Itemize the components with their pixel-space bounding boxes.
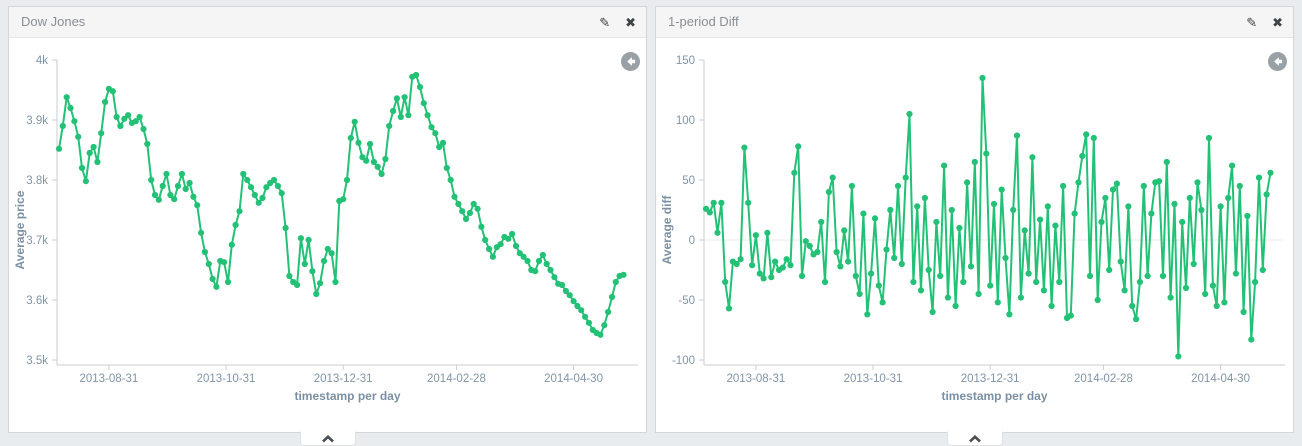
panel-dow-jones: Dow Jones ✎ ✖ 4k 3.9k 3.8k 3.7k 3.6k 3.5k 2013… (8, 6, 647, 446)
svg-text:2013-12-31: 2013-12-31 (314, 373, 373, 385)
svg-text:3.5k: 3.5k (26, 355, 48, 367)
svg-text:2013-08-31: 2013-08-31 (727, 373, 786, 385)
svg-text:100: 100 (676, 115, 695, 127)
svg-text:3.8k: 3.8k (26, 175, 48, 187)
svg-text:3.7k: 3.7k (26, 235, 48, 247)
svg-text:150: 150 (676, 55, 695, 67)
panel-title: 1-period Diff (668, 14, 739, 29)
panel-header[interactable]: 1-period Diff ✎ ✖ (656, 7, 1293, 38)
svg-text:2013-12-31: 2013-12-31 (961, 373, 1020, 385)
history-back-icon[interactable] (1268, 52, 1287, 71)
panel-1-period-diff: 1-period Diff ✎ ✖ 150 100 50 0 -50 -100 2013-0… (655, 6, 1294, 446)
svg-text:3.9k: 3.9k (26, 115, 48, 127)
close-icon[interactable]: ✖ (625, 14, 636, 30)
edit-icon[interactable]: ✎ (599, 14, 611, 30)
svg-text:3.6k: 3.6k (26, 295, 48, 307)
line-chart[interactable]: 4k 3.9k 3.8k 3.7k 3.6k 3.5k 2013-08-31 2013-10-… (9, 38, 644, 431)
svg-text:Average price: Average price (13, 190, 27, 269)
svg-text:2014-02-28: 2014-02-28 (427, 373, 486, 385)
panel-actions: ✎ ✖ (1246, 7, 1283, 37)
close-icon[interactable]: ✖ (1272, 14, 1283, 30)
svg-text:4k: 4k (36, 55, 48, 67)
panel-title: Dow Jones (21, 14, 86, 29)
history-back-icon[interactable] (621, 52, 640, 71)
chevron-up-icon (321, 434, 334, 442)
svg-text:2013-10-31: 2013-10-31 (197, 373, 256, 385)
svg-text:-50: -50 (678, 295, 695, 307)
svg-text:2014-04-30: 2014-04-30 (544, 373, 603, 385)
svg-text:0: 0 (689, 235, 695, 247)
svg-text:2014-02-28: 2014-02-28 (1074, 373, 1133, 385)
edit-icon[interactable]: ✎ (1246, 14, 1258, 30)
svg-text:2013-08-31: 2013-08-31 (80, 373, 139, 385)
svg-text:-100: -100 (672, 355, 695, 367)
panel-header[interactable]: Dow Jones ✎ ✖ (9, 7, 646, 38)
panel-actions: ✎ ✖ (599, 7, 636, 37)
svg-text:2014-04-30: 2014-04-30 (1191, 373, 1250, 385)
chevron-up-icon (968, 434, 981, 442)
svg-text:Average diff: Average diff (660, 195, 674, 265)
chart-area[interactable]: 150 100 50 0 -50 -100 2013-08-31 2013-10-31 2013… (656, 38, 1293, 432)
svg-text:timestamp per day: timestamp per day (941, 389, 1047, 403)
svg-text:timestamp per day: timestamp per day (294, 389, 400, 403)
line-chart[interactable]: 150 100 50 0 -50 -100 2013-08-31 2013-10-31 2013… (656, 38, 1291, 431)
svg-text:2013-10-31: 2013-10-31 (844, 373, 903, 385)
svg-text:50: 50 (682, 175, 695, 187)
chart-area[interactable]: 4k 3.9k 3.8k 3.7k 3.6k 3.5k 2013-08-31 2013-10-… (9, 38, 646, 432)
